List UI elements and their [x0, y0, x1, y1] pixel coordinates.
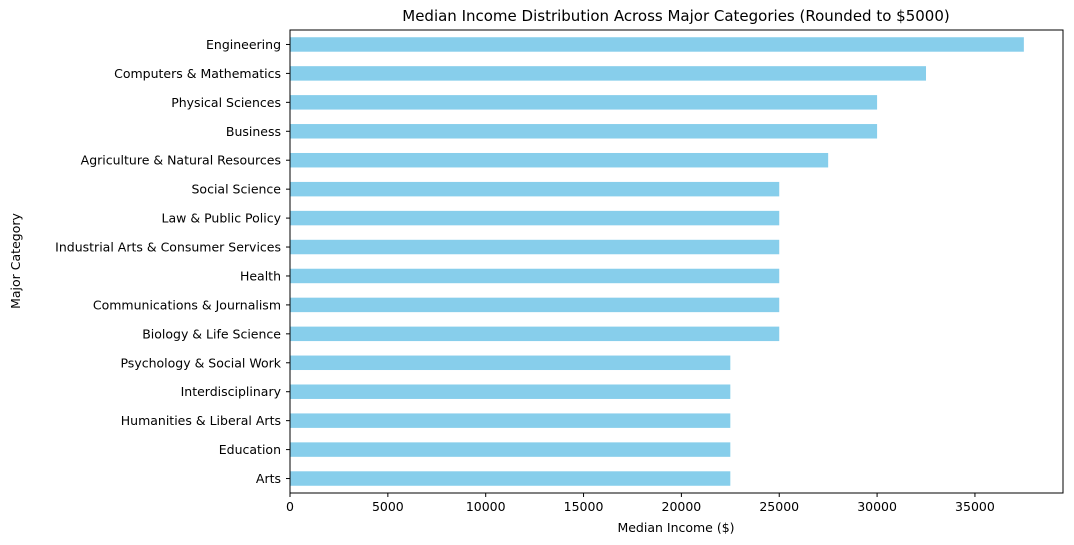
y-tick-label: Arts: [256, 471, 281, 486]
bar: [290, 210, 780, 226]
bar: [290, 442, 731, 457]
bar: [290, 181, 780, 197]
bar: [290, 471, 731, 486]
y-tick-label: Business: [226, 124, 281, 139]
y-tick-label: Education: [219, 442, 281, 457]
bar: [290, 124, 878, 139]
y-tick-label: Psychology & Social Work: [120, 355, 281, 370]
chart-title: Median Income Distribution Across Major …: [402, 7, 950, 25]
y-tick-label: Law & Public Policy: [162, 211, 282, 226]
y-tick-label: Industrial Arts & Consumer Services: [55, 240, 281, 255]
x-tick-label: 5000: [372, 499, 404, 514]
y-tick-label: Health: [240, 268, 281, 283]
bar: [290, 413, 731, 428]
y-tick-label: Interdisciplinary: [181, 384, 282, 399]
bar: [290, 355, 731, 371]
y-axis-ticks: Engineering Computers & Mathematics Physic…: [55, 37, 290, 486]
bar: [290, 268, 780, 284]
bar: [290, 297, 780, 313]
y-tick-label: Engineering: [206, 37, 281, 52]
x-tick-label: 0: [286, 499, 294, 514]
x-tick-label: 10000: [466, 499, 506, 514]
bar: [290, 326, 780, 342]
x-tick-label: 20000: [662, 499, 702, 514]
y-tick-label: Agriculture & Natural Resources: [81, 153, 281, 168]
bar: [290, 66, 927, 81]
x-tick-label: 35000: [955, 499, 995, 514]
y-tick-label: Computers & Mathematics: [114, 66, 281, 81]
plot-frame: [289, 29, 1064, 494]
x-axis-label: Median Income ($): [617, 520, 734, 535]
bar: [290, 95, 878, 110]
x-axis-ticks: 0 5000 10000 15000 20000 25000 30000 35000: [286, 493, 995, 514]
y-tick-label: Biology & Life Science: [142, 326, 281, 341]
bar: [290, 152, 829, 168]
y-tick-label: Social Science: [192, 182, 282, 197]
x-tick-label: 15000: [564, 499, 604, 514]
bars-group: [290, 37, 1024, 486]
bar: [290, 239, 780, 255]
y-tick-label: Humanities & Liberal Arts: [121, 413, 281, 428]
x-tick-label: 25000: [759, 499, 799, 514]
bar: [290, 37, 1024, 52]
y-tick-label: Physical Sciences: [171, 95, 281, 110]
x-tick-label: 30000: [857, 499, 897, 514]
bar: [290, 384, 731, 399]
y-axis-label: Major Category: [8, 213, 23, 309]
y-tick-label: Communications & Journalism: [93, 297, 281, 312]
